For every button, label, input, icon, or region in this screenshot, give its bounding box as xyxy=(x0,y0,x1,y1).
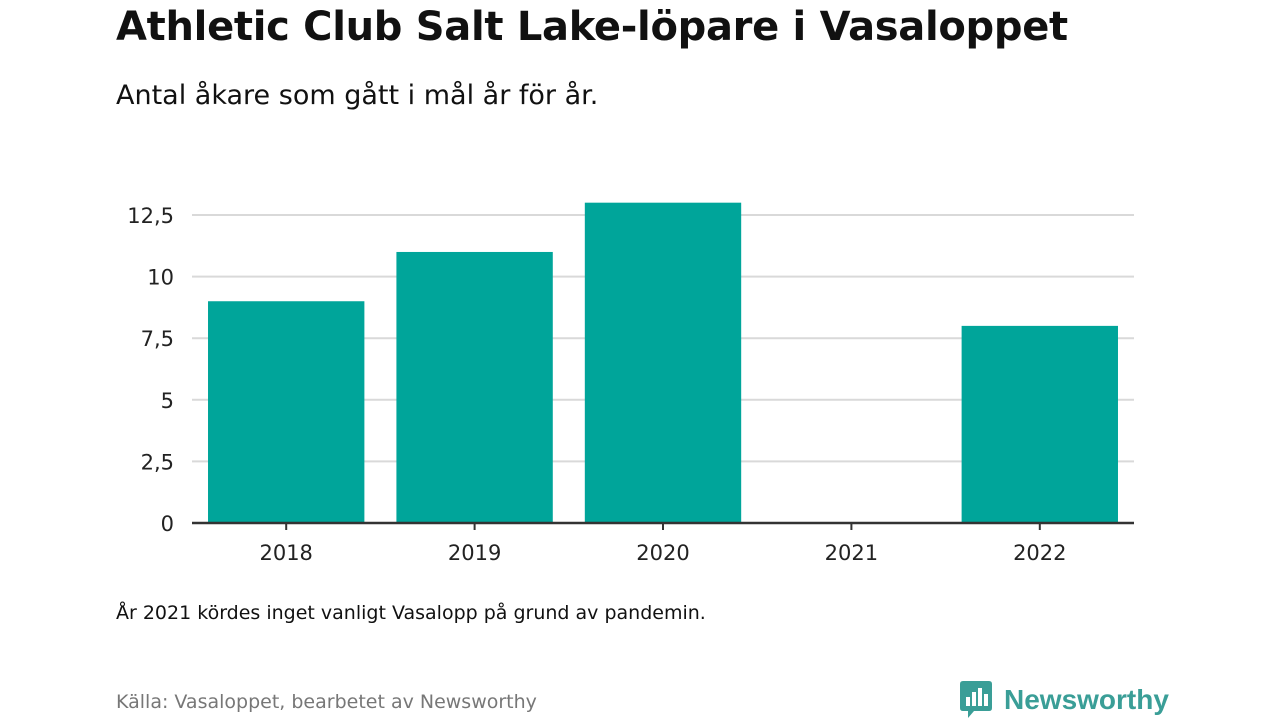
y-tick-label: 2,5 xyxy=(141,450,174,474)
bar-2020 xyxy=(584,202,742,523)
y-tick-label: 12,5 xyxy=(127,204,174,228)
x-tick-label: 2018 xyxy=(259,541,312,565)
bar-2022 xyxy=(961,325,1118,523)
x-tick-label: 2021 xyxy=(825,541,878,565)
y-tick-label: 7,5 xyxy=(141,327,174,351)
logo-text: Newsworthy xyxy=(1004,684,1169,715)
chart-note: År 2021 kördes inget vanligt Vasalopp på… xyxy=(116,602,706,624)
x-tick-label: 2020 xyxy=(636,541,689,565)
newsworthy-logo: Newsworthy xyxy=(960,680,1169,720)
bar-2018 xyxy=(208,301,365,523)
bar-chart-speech-bubble-icon xyxy=(960,681,992,718)
y-tick-label: 10 xyxy=(147,266,174,290)
y-tick-label: 5 xyxy=(161,389,174,413)
source-credit: Källa: Vasaloppet, bearbetet av Newswort… xyxy=(116,691,537,713)
chart-subtitle: Antal åkare som gått i mål år för år. xyxy=(116,80,599,111)
chart-title: Athletic Club Salt Lake-löpare i Vasalop… xyxy=(116,4,1068,50)
x-tick-label: 2019 xyxy=(448,541,501,565)
x-tick-label: 2022 xyxy=(1013,541,1066,565)
y-tick-label: 0 xyxy=(161,512,174,536)
bar-2019 xyxy=(396,251,553,523)
